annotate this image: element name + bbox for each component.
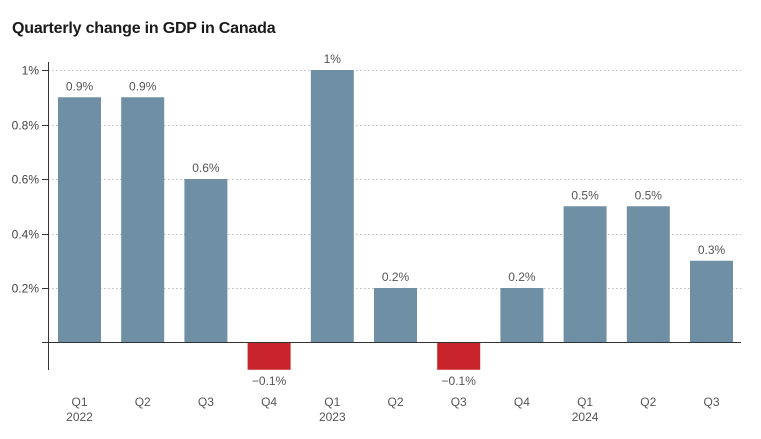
- bar: [690, 260, 733, 343]
- bar: [184, 179, 228, 343]
- gridlines: [48, 70, 741, 289]
- data-label: 0.9%: [129, 79, 157, 93]
- axes: [42, 62, 741, 370]
- y-axis-ticks: 0.2% 0.4% 0.6% 0.8% 1%: [12, 64, 48, 296]
- y-tick-label: 0.4%: [12, 228, 40, 242]
- bar: [437, 342, 481, 370]
- data-label: −0.1%: [442, 374, 477, 388]
- x-year-label: 2024: [572, 410, 599, 424]
- data-label: 1%: [324, 52, 342, 66]
- bar: [563, 206, 607, 343]
- y-tick-label: 0.6%: [12, 173, 40, 187]
- data-label: 0.3%: [698, 243, 726, 257]
- data-label: 0.5%: [571, 188, 599, 202]
- bars: [58, 70, 733, 370]
- bar: [500, 288, 544, 343]
- x-tick-label: Q2: [135, 395, 151, 409]
- data-labels: 0.9% 0.9% 0.6% −0.1% 1% 0.2% −0.1% 0.2% 0.5% 0.5%…: [66, 52, 726, 388]
- x-tick-label: Q3: [703, 395, 719, 409]
- bar: [121, 97, 165, 343]
- x-tick-label: Q2: [387, 395, 403, 409]
- bar: [626, 206, 670, 343]
- x-tick-label: Q2: [640, 395, 656, 409]
- x-tick-label: Q4: [261, 395, 277, 409]
- data-label: 0.5%: [635, 188, 663, 202]
- chart-title: Quarterly change in GDP in Canada: [12, 20, 276, 37]
- x-tick-label: Q1: [324, 395, 340, 409]
- data-label: 0.2%: [508, 270, 536, 284]
- data-label: −0.1%: [252, 374, 287, 388]
- x-tick-label: Q3: [198, 395, 214, 409]
- x-tick-label: Q4: [514, 395, 530, 409]
- bar: [310, 70, 354, 343]
- y-tick-label: 0.8%: [12, 119, 40, 133]
- bar: [247, 342, 291, 370]
- y-tick-label: 0.2%: [12, 282, 40, 296]
- data-label: 0.6%: [192, 161, 220, 175]
- x-tick-label: Q3: [451, 395, 467, 409]
- y-tick-label: 1%: [22, 64, 40, 78]
- bar: [58, 97, 101, 343]
- x-tick-label: Q1: [71, 395, 87, 409]
- x-year-label: 2023: [319, 410, 346, 424]
- data-label: 0.9%: [66, 79, 94, 93]
- x-tick-label: Q1: [577, 395, 593, 409]
- data-label: 0.2%: [382, 270, 410, 284]
- bar: [374, 288, 417, 343]
- x-year-label: 2022: [66, 410, 93, 424]
